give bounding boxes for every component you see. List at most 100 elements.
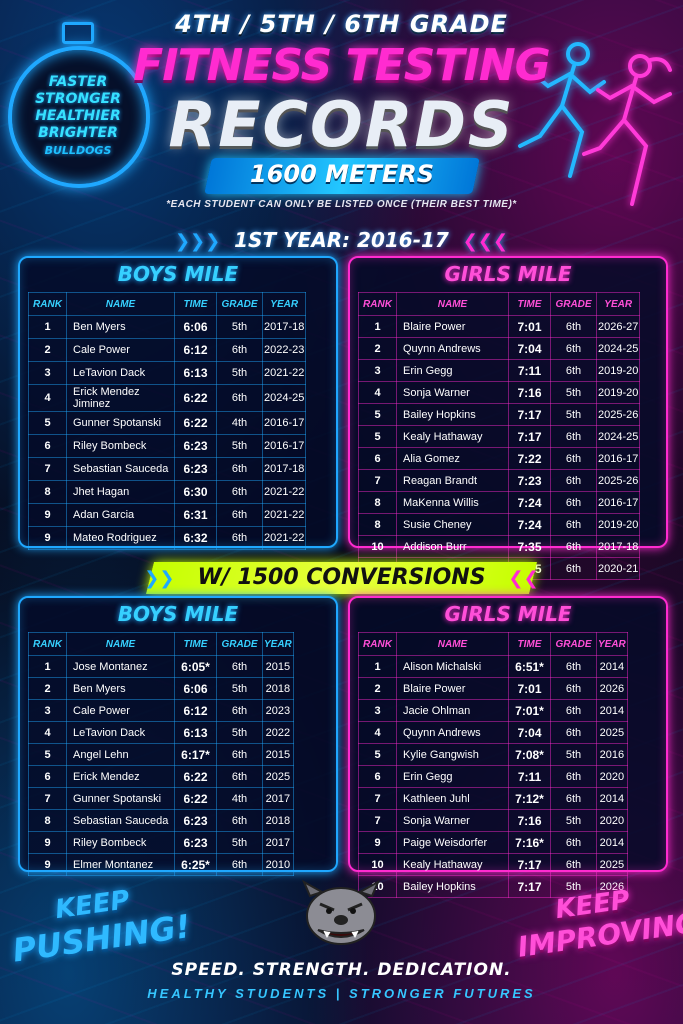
table-row: 10 Kealy Hathaway 7:17 6th 2025	[358, 853, 628, 876]
grade-line: 4TH / 5TH / 6TH GRADE	[175, 10, 508, 38]
cell-rank: 5	[28, 411, 67, 435]
table-row: 4 Quynn Andrews 7:04 6th 2025	[358, 721, 628, 744]
cell-grade: 6th	[216, 338, 263, 362]
table-row: 10 Bailey Hopkins 7:17 5th 2026	[358, 875, 628, 898]
col-rank: RANK	[28, 292, 67, 316]
cell-name: MaKenna Willis	[396, 491, 509, 514]
cell-grade: 6th	[216, 655, 263, 678]
cell-time: 6:22	[174, 384, 217, 412]
cell-name: Bailey Hopkins	[396, 875, 509, 898]
cell-rank: 8	[28, 809, 67, 832]
cell-time: 7:22	[508, 447, 551, 470]
cell-name: Jose Montanez	[66, 655, 175, 678]
cell-rank: 7	[358, 469, 397, 492]
table-row: 3 Erin Gegg 7:11 6th 2019-20	[358, 359, 641, 382]
table-row: 2 Quynn Andrews 7:04 6th 2024-25	[358, 337, 641, 360]
cell-grade: 6th	[550, 513, 597, 536]
cell-name: Cale Power	[66, 699, 175, 722]
stopwatch-small: BULLDOGS	[44, 144, 112, 157]
section2-girls-panel: GIRLS MILE RANK NAME TIME GRADE YEAR 1 Al…	[348, 596, 668, 898]
cell-time: 6:23	[174, 831, 217, 854]
cell-time: 6:13	[174, 361, 217, 385]
col-grade: GRADE	[216, 292, 263, 316]
cell-year: 2024-25	[595, 337, 641, 360]
cell-year: 2024-25	[595, 425, 641, 448]
cell-grade: 6th	[550, 721, 597, 744]
stopwatch-icon	[8, 46, 150, 188]
cell-grade: 5th	[216, 434, 263, 458]
col-name: NAME	[66, 632, 175, 656]
cell-year: 2018	[262, 677, 294, 700]
cell-grade: 6th	[216, 809, 263, 832]
cell-year: 2017-18	[261, 457, 307, 481]
cell-grade: 6th	[550, 535, 597, 558]
cell-time: 6:23	[174, 457, 217, 481]
cell-time: 7:01	[508, 315, 551, 338]
cell-name: Alison Michalski	[396, 655, 509, 678]
table-row: 2 Blaire Power 7:01 6th 2026	[358, 677, 628, 700]
cell-year: 2018	[262, 809, 294, 832]
table-row: 5 Angel Lehn 6:17* 6th 2015	[28, 743, 294, 766]
cell-time: 6:51*	[508, 655, 551, 678]
section1-boys-panel: BOYS MILE RANK NAME TIME GRADE YEAR 1 Ben…	[18, 256, 338, 550]
section2-boys-title: BOYS MILE	[117, 602, 239, 626]
stopwatch-line: STRONGER	[35, 91, 121, 107]
cell-grade: 6th	[550, 469, 597, 492]
cell-grade: 6th	[550, 677, 597, 700]
table-row: 9 Elmer Montanez 6:25* 6th 2010	[28, 853, 294, 876]
cell-name: Quynn Andrews	[396, 337, 509, 360]
cell-year: 2010	[262, 853, 294, 876]
cell-rank: 8	[358, 513, 397, 536]
cell-name: Kealy Hathaway	[396, 853, 509, 876]
col-time: TIME	[174, 632, 217, 656]
cell-grade: 6th	[550, 557, 597, 580]
cell-name: Erin Gegg	[396, 359, 509, 382]
cell-name: Erick Mendez Jiminez	[66, 384, 175, 412]
cell-rank: 6	[358, 447, 397, 470]
cell-time: 7:11	[508, 765, 551, 788]
cell-grade: 6th	[550, 337, 597, 360]
cell-rank: 3	[358, 699, 397, 722]
cell-name: Ben Myers	[66, 677, 175, 700]
cell-time: 6:22	[174, 787, 217, 810]
cell-rank: 7	[28, 457, 67, 481]
cell-name: Blaire Power	[396, 677, 509, 700]
table-header: RANK NAME TIME GRADE YEAR	[358, 632, 628, 656]
cell-grade: 6th	[550, 447, 597, 470]
table-row: 1 Alison Michalski 6:51* 6th 2014	[358, 655, 628, 678]
table-header: RANK NAME TIME GRADE YEAR	[358, 292, 641, 316]
cell-year: 2015	[262, 655, 294, 678]
chevron-right-icon: ❯❯❯	[174, 231, 221, 252]
cell-year: 2025-26	[595, 469, 641, 492]
table-row: 9 Paige Weisdorfer 7:16* 6th 2014	[358, 831, 628, 854]
cell-time: 6:22	[174, 765, 217, 788]
table-row: 5 Bailey Hopkins 7:17 5th 2025-26	[358, 403, 641, 426]
cell-grade: 6th	[216, 480, 263, 504]
cell-rank: 2	[358, 337, 397, 360]
cell-year: 2019-20	[595, 359, 641, 382]
cell-grade: 5th	[216, 677, 263, 700]
cell-time: 7:12*	[508, 787, 551, 810]
cell-rank: 10	[358, 853, 397, 876]
cell-grade: 6th	[216, 743, 263, 766]
cell-year: 2022	[262, 721, 294, 744]
table-row: 1 Ben Myers 6:06 5th 2017-18	[28, 315, 307, 339]
col-time: TIME	[174, 292, 217, 316]
cell-rank: 8	[358, 491, 397, 514]
cell-name: Erick Mendez	[66, 765, 175, 788]
cell-year: 2016-17	[595, 491, 641, 514]
cell-time: 6:22	[174, 411, 217, 435]
col-grade: GRADE	[550, 632, 597, 656]
cell-name: Angel Lehn	[66, 743, 175, 766]
cell-name: Ben Myers	[66, 315, 175, 339]
cell-year: 2014	[596, 655, 628, 678]
cell-name: Jhet Hagan	[66, 480, 175, 504]
cell-year: 2024-25	[261, 384, 307, 412]
section1-boys-title: BOYS MILE	[117, 262, 239, 286]
table-row: 8 Sebastian Sauceda 6:23 6th 2018	[28, 809, 294, 832]
title-fitness-testing: FITNESS TESTING	[133, 40, 551, 91]
cell-rank: 9	[28, 503, 67, 527]
cell-rank: 4	[358, 721, 397, 744]
col-year: YEAR	[595, 292, 641, 316]
cell-rank: 1	[28, 655, 67, 678]
